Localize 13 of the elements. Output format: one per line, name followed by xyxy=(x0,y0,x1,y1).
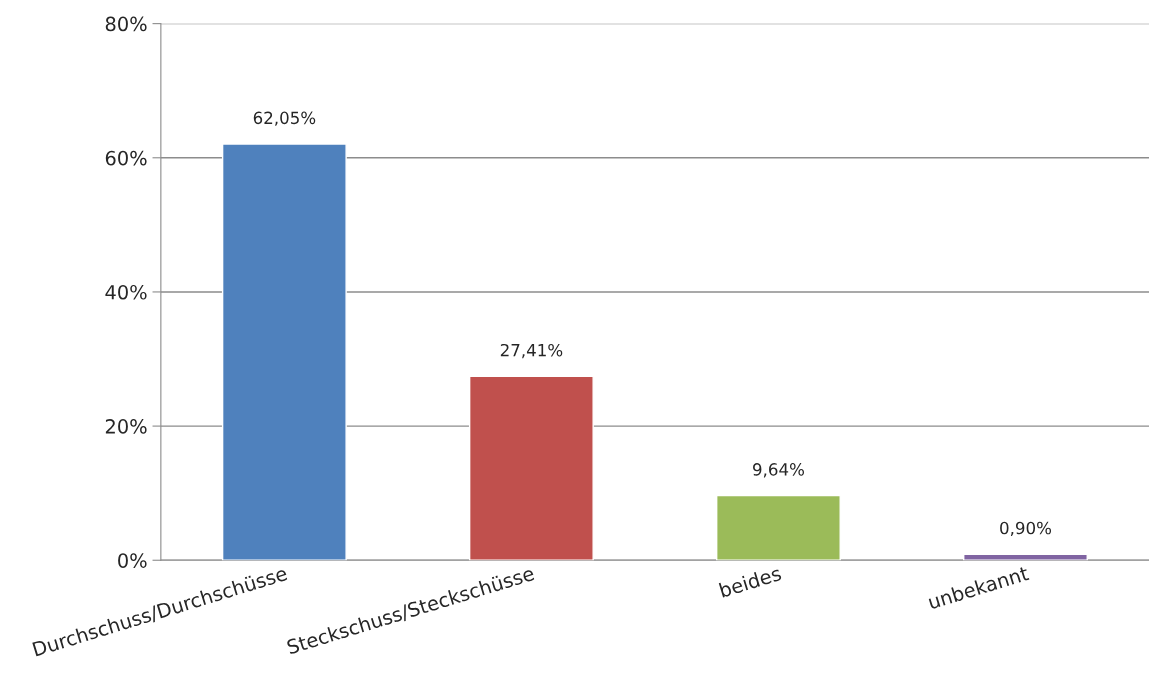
bar xyxy=(715,494,841,561)
y-tick-label: 20% xyxy=(105,419,147,434)
data-label: 9,64% xyxy=(753,463,804,478)
y-tick-label: 0% xyxy=(118,553,147,568)
data-label: 62,05% xyxy=(253,111,316,126)
bar xyxy=(221,143,347,561)
y-tick-label: 60% xyxy=(105,150,147,166)
data-label: 27,41% xyxy=(500,343,563,359)
bar xyxy=(468,375,594,561)
x-tick-label: beides xyxy=(718,565,782,598)
y-tick-label: 80% xyxy=(105,16,147,32)
y-tick-label: 40% xyxy=(105,284,147,300)
data-label: 0,90% xyxy=(1000,521,1052,537)
